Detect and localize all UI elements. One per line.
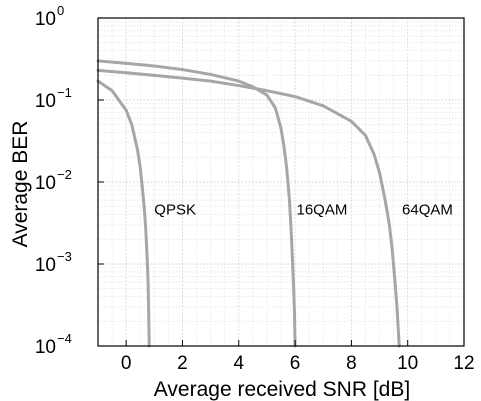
- series-layer: [96, 59, 401, 348]
- series-qpsk-line: [96, 79, 151, 348]
- y-tick-label: 10: [35, 9, 56, 30]
- y-tick-label: 10: [35, 255, 56, 276]
- y-axis-label: Average BER: [9, 121, 32, 248]
- x-tick-label: 6: [290, 353, 301, 374]
- y-tick-label: 10: [35, 337, 56, 358]
- series-16qam-line: [96, 59, 297, 348]
- x-tick-label: 4: [233, 353, 244, 374]
- annotation-64qam: 64QAM: [402, 202, 453, 219]
- y-tick-exponent: −3: [57, 249, 72, 264]
- grid: [97, 18, 465, 347]
- y-tick-label: 10: [35, 91, 56, 112]
- x-tick-label: 12: [453, 353, 474, 374]
- x-tick-label: 10: [397, 353, 418, 374]
- y-tick-exponent: −1: [57, 85, 72, 100]
- x-tick-label: 2: [177, 353, 188, 374]
- y-tick-label: 10: [35, 173, 56, 194]
- x-axis-label: Average received SNR [dB]: [154, 378, 410, 401]
- x-tick-label: 0: [121, 353, 132, 374]
- annotations: QPSK 16QAM 64QAM: [154, 202, 453, 219]
- annotation-16qam: 16QAM: [296, 202, 347, 219]
- y-tick-exponent: −2: [57, 167, 72, 182]
- x-tick-label: 8: [346, 353, 357, 374]
- series-64qam-line: [96, 68, 401, 348]
- y-tick-exponent: 0: [57, 3, 64, 18]
- y-tick-exponent: −4: [57, 331, 72, 346]
- annotation-qpsk: QPSK: [154, 202, 196, 219]
